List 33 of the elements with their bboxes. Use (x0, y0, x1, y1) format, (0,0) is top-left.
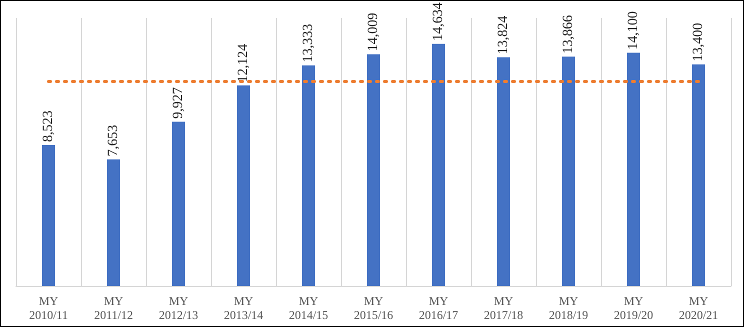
bar (562, 56, 575, 286)
bar (237, 85, 250, 286)
x-tick-label: MY 2010/11 (29, 294, 68, 322)
data-label: 14,100 (626, 11, 641, 50)
data-label: 13,333 (301, 24, 316, 62)
data-label: 13,866 (561, 15, 576, 54)
bar (302, 65, 315, 286)
bar (367, 54, 380, 286)
data-label: 14,634 (431, 2, 446, 41)
x-tick-label: MY 2013/14 (224, 294, 264, 322)
x-tick-label: MY 2015/16 (354, 294, 394, 322)
x-tick-label: MY 2020/21 (678, 294, 718, 322)
bar (107, 159, 120, 286)
x-tick-label: MY 2018/19 (548, 294, 588, 322)
bar (497, 57, 510, 286)
data-label: 7,653 (106, 124, 121, 156)
bar (692, 64, 705, 286)
bar (627, 52, 640, 286)
x-tick-label: MY 2011/12 (94, 294, 133, 322)
x-tick-label: MY 2016/17 (418, 294, 458, 322)
bar (432, 44, 445, 286)
data-label: 13,824 (496, 16, 511, 54)
bar (42, 145, 55, 286)
x-tick-label: MY 2014/15 (288, 294, 328, 322)
x-tick-label: MY 2017/18 (484, 294, 524, 322)
data-label: 12,124 (236, 44, 251, 82)
data-label: 14,009 (366, 12, 381, 52)
bar (172, 122, 185, 286)
data-label: 9,927 (171, 87, 186, 119)
data-label: 8,523 (41, 110, 56, 142)
data-label: 13,400 (691, 22, 706, 62)
x-tick-label: MY 2019/20 (614, 294, 654, 322)
x-tick-label: MY 2012/13 (158, 294, 198, 322)
